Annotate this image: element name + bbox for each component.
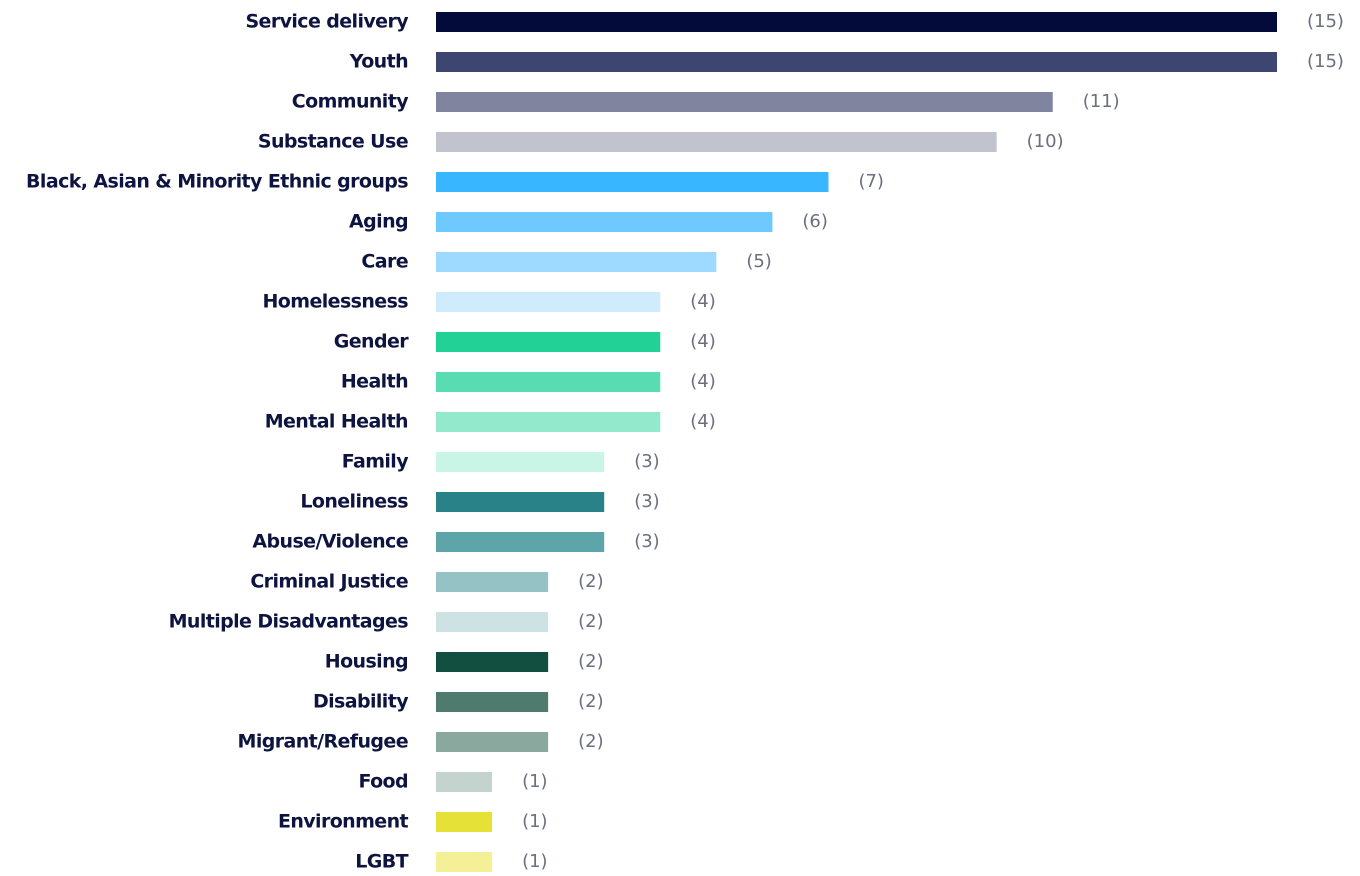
bar [436,52,1277,72]
bar [436,372,661,392]
bar [436,812,493,832]
value-label: (5) [746,251,772,272]
bar [436,292,661,312]
value-label: (2) [578,651,604,672]
bar [436,12,1277,32]
category-label: Homelessness [263,291,409,313]
category-label: Food [358,771,408,793]
category-label: Multiple Disadvantages [169,611,409,633]
category-label: Youth [349,51,408,73]
value-label: (4) [690,371,716,392]
value-label: (2) [578,691,604,712]
category-label: Community [292,91,409,113]
bar [436,212,773,232]
bar [436,412,661,432]
bar [436,452,605,472]
value-label: (15) [1307,11,1344,32]
category-label: Criminal Justice [250,571,408,593]
category-label: Health [341,371,408,393]
bar [436,612,549,632]
bar [436,132,997,152]
bar [436,252,717,272]
value-label: (3) [634,531,660,552]
value-label: (11) [1083,91,1120,112]
category-label: Mental Health [265,411,408,433]
category-label: Disability [313,691,409,713]
bar [436,692,549,712]
value-label: (7) [858,171,884,192]
category-label: LGBT [355,851,408,873]
category-label: Family [342,451,410,473]
bar [436,732,549,752]
value-label: (2) [578,611,604,632]
bar [436,572,549,592]
bar [436,772,493,792]
category-label: Environment [278,811,409,833]
category-label: Migrant/Refugee [238,731,408,753]
value-label: (3) [634,491,660,512]
category-label: Loneliness [300,491,408,513]
bar [436,852,493,872]
value-label: (15) [1307,51,1344,72]
value-label: (1) [522,851,548,872]
value-label: (3) [634,451,660,472]
value-label: (4) [690,331,716,352]
bar [436,172,829,192]
category-label: Housing [325,651,408,673]
bar [436,92,1053,112]
value-label: (1) [522,771,548,792]
category-label: Aging [349,211,408,233]
value-label: (2) [578,571,604,592]
category-label: Substance Use [258,131,408,153]
value-label: (4) [690,411,716,432]
category-label: Care [361,251,408,273]
value-label: (1) [522,811,548,832]
value-label: (10) [1027,131,1064,152]
bar [436,652,549,672]
value-label: (4) [690,291,716,312]
category-label: Gender [334,331,409,353]
category-label: Abuse/Violence [252,531,408,553]
bar [436,532,605,552]
category-label: Black, Asian & Minority Ethnic groups [26,171,408,193]
category-label: Service delivery [245,11,409,33]
value-label: (2) [578,731,604,752]
bar [436,492,605,512]
value-label: (6) [802,211,828,232]
bar [436,332,661,352]
